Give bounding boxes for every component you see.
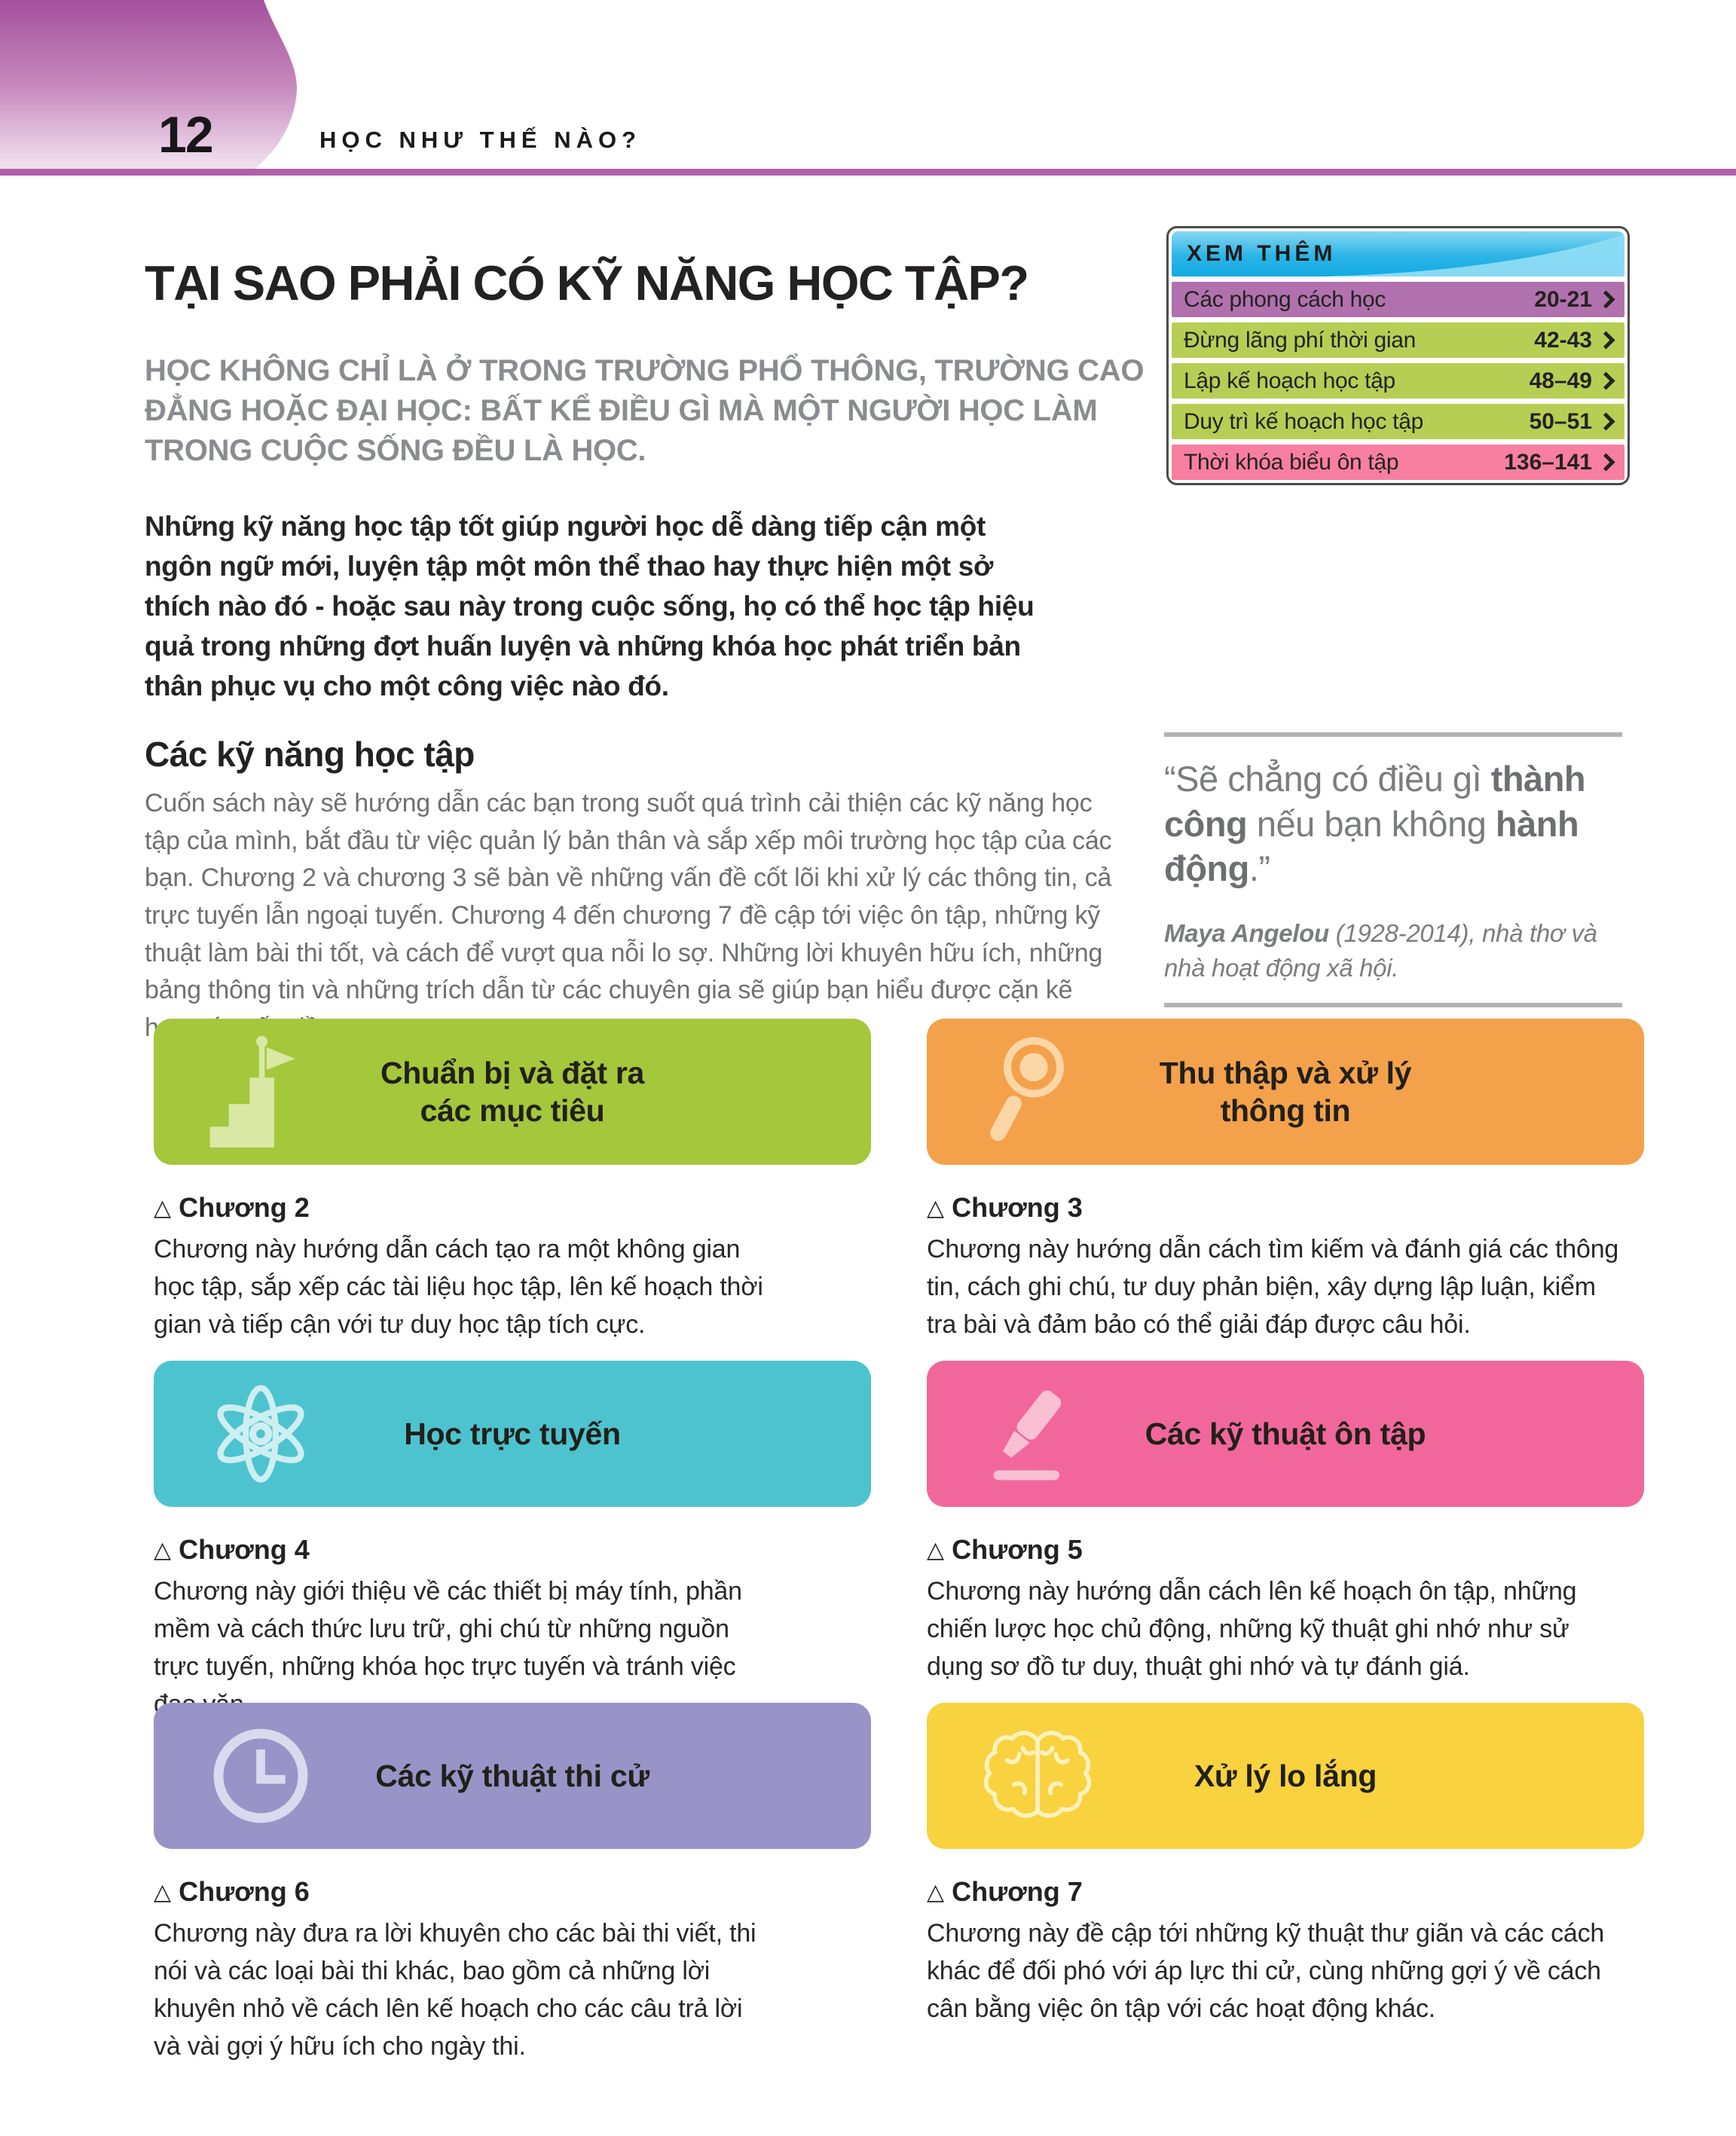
chapter-label: △ Chương 3: [927, 1192, 1083, 1223]
card-title: Xử lý lo lắng: [1194, 1758, 1377, 1793]
card-caption: △ Chương 3 Chương này hướng dẫn cách tìm …: [927, 1192, 1631, 1344]
see-also-row: Các phong cách học 20-21: [1172, 282, 1624, 317]
triangle-marker: △: [927, 1879, 945, 1905]
see-also-label: Đừng lãng phí thời gian: [1184, 327, 1417, 353]
triangle-marker: △: [927, 1537, 945, 1563]
chapter-label: △ Chương 6: [154, 1876, 310, 1907]
see-also-pages: 48–49: [1530, 368, 1615, 394]
see-also-label: Các phong cách học: [1184, 286, 1386, 312]
pull-quote: “Sẽ chẳng có điều gì thành công nếu bạn …: [1164, 732, 1622, 1008]
flag-on-steps-icon: [208, 1036, 297, 1147]
see-also-pages: 20-21: [1534, 287, 1615, 313]
chapter-description: Chương này đề cập tới những kỹ thuật thư…: [927, 1919, 1605, 2023]
chapter-label: △ Chương 2: [154, 1192, 310, 1223]
chapter-card-revision: Các kỹ thuật ôn tập: [927, 1361, 1644, 1507]
chevron-right-icon: [1597, 371, 1615, 390]
chapter-description: Chương này hướng dẫn cách tìm kiếm và đá…: [927, 1235, 1619, 1339]
chapter-card-anxiety: Xử lý lo lắng: [927, 1703, 1644, 1849]
see-also-label: Lập kế hoạch học tập: [1184, 368, 1395, 393]
card-title: Các kỹ thuật ôn tập: [1145, 1416, 1426, 1451]
quote-rule-top: [1164, 732, 1622, 737]
card-caption: △ Chương 7 Chương này đề cập tới những kỹ…: [927, 1876, 1631, 2028]
highlighter-icon: [981, 1381, 1079, 1487]
see-also-row: Lập kế hoạch học tập 48–49: [1172, 363, 1624, 399]
see-also-pages: 50–51: [1530, 409, 1615, 435]
header-rule: [0, 169, 1736, 176]
quote-rule-bottom: [1164, 1003, 1622, 1008]
chapter-card-information: Thu thập và xử lý thông tin: [927, 1019, 1644, 1165]
card-title: Học trực tuyến: [404, 1416, 621, 1451]
page-number: 12: [158, 106, 214, 163]
chevron-right-icon: [1597, 412, 1615, 431]
chapter-label: △ Chương 4: [154, 1534, 310, 1565]
chapter-description: Chương này hướng dẫn cách tạo ra một khô…: [154, 1235, 763, 1339]
see-also-box: XEM THÊM Các phong cách học 20-21 Đừng l…: [1166, 226, 1630, 485]
card-title: Các kỹ thuật thi cử: [375, 1758, 649, 1793]
swoosh-decoration: [1320, 234, 1624, 277]
see-also-row: Đừng lãng phí thời gian 42-43: [1172, 322, 1624, 358]
card-title: Chuẩn bị và đặt ra các mục tiêu: [380, 1055, 644, 1128]
chapter-label: △ Chương 5: [927, 1534, 1083, 1565]
see-also-title: XEM THÊM: [1187, 241, 1337, 266]
section-body: Cuốn sách này sẽ hướng dẫn các bạn trong…: [145, 789, 1112, 1042]
chapter-card-exams: Các kỹ thuật thi cử: [154, 1703, 871, 1849]
brain-icon: [981, 1723, 1094, 1829]
quote-attribution: Maya Angelou (1928-2014), nhà thơ và nhà…: [1164, 919, 1597, 982]
see-also-row: Duy trì kế hoạch học tập 50–51: [1172, 404, 1624, 439]
corner-decoration: [0, 0, 297, 169]
triangle-marker: △: [154, 1879, 172, 1905]
chapter-label: △ Chương 7: [927, 1876, 1083, 1907]
clock-icon: [208, 1723, 313, 1829]
chevron-right-icon: [1597, 453, 1615, 472]
section-heading: Các kỹ năng học tập: [145, 735, 475, 775]
chapter-description: Chương này đưa ra lời khuyên cho các bài…: [154, 1919, 756, 2061]
see-also-label: Duy trì kế hoạch học tập: [1184, 408, 1423, 434]
card-caption: △ Chương 6 Chương này đưa ra lời khuyên c…: [154, 1876, 768, 2066]
quote-text: “Sẽ chẳng có điều gì thành công nếu bạn …: [1164, 759, 1586, 889]
see-also-header: XEM THÊM: [1172, 231, 1624, 277]
chapter-card-goals: Chuẩn bị và đặt ra các mục tiêu: [154, 1019, 871, 1165]
triangle-marker: △: [154, 1195, 172, 1221]
card-title: Thu thập và xử lý thông tin: [1159, 1055, 1412, 1128]
card-caption: △ Chương 5 Chương này hướng dẫn cách lên …: [927, 1534, 1631, 1686]
triangle-marker: △: [154, 1537, 172, 1563]
see-also-pages: 136–141: [1504, 450, 1615, 475]
chapter-card-online-learning: Học trực tuyến: [154, 1361, 871, 1507]
article-title: TẠI SAO PHẢI CÓ KỸ NĂNG HỌC TẬP?: [145, 255, 1029, 310]
chevron-right-icon: [1597, 290, 1615, 309]
atom-icon: [208, 1381, 313, 1487]
see-also-label: Thời khóa biểu ôn tập: [1184, 449, 1399, 475]
card-caption: △ Chương 4 Chương này giới thiệu về các t…: [154, 1534, 768, 1724]
article-lede: HỌC KHÔNG CHỈ LÀ Ở TRONG TRƯỜNG PHỔ THÔN…: [145, 354, 1145, 467]
article-intro: Những kỹ năng học tập tốt giúp người học…: [145, 511, 1035, 701]
triangle-marker: △: [927, 1195, 945, 1221]
chapter-description: Chương này giới thiệu về các thiết bị má…: [154, 1577, 742, 1719]
running-head: HỌC NHƯ THẾ NÀO?: [319, 127, 642, 153]
card-caption: △ Chương 2 Chương này hướng dẫn cách tạo …: [154, 1192, 768, 1344]
see-also-pages: 42-43: [1534, 328, 1615, 353]
magnifier-icon: [981, 1035, 1071, 1148]
chapter-description: Chương này hướng dẫn cách lên kế hoạch ô…: [927, 1577, 1577, 1681]
chevron-right-icon: [1597, 331, 1615, 350]
see-also-row: Thời khóa biểu ôn tập 136–141: [1172, 445, 1624, 480]
